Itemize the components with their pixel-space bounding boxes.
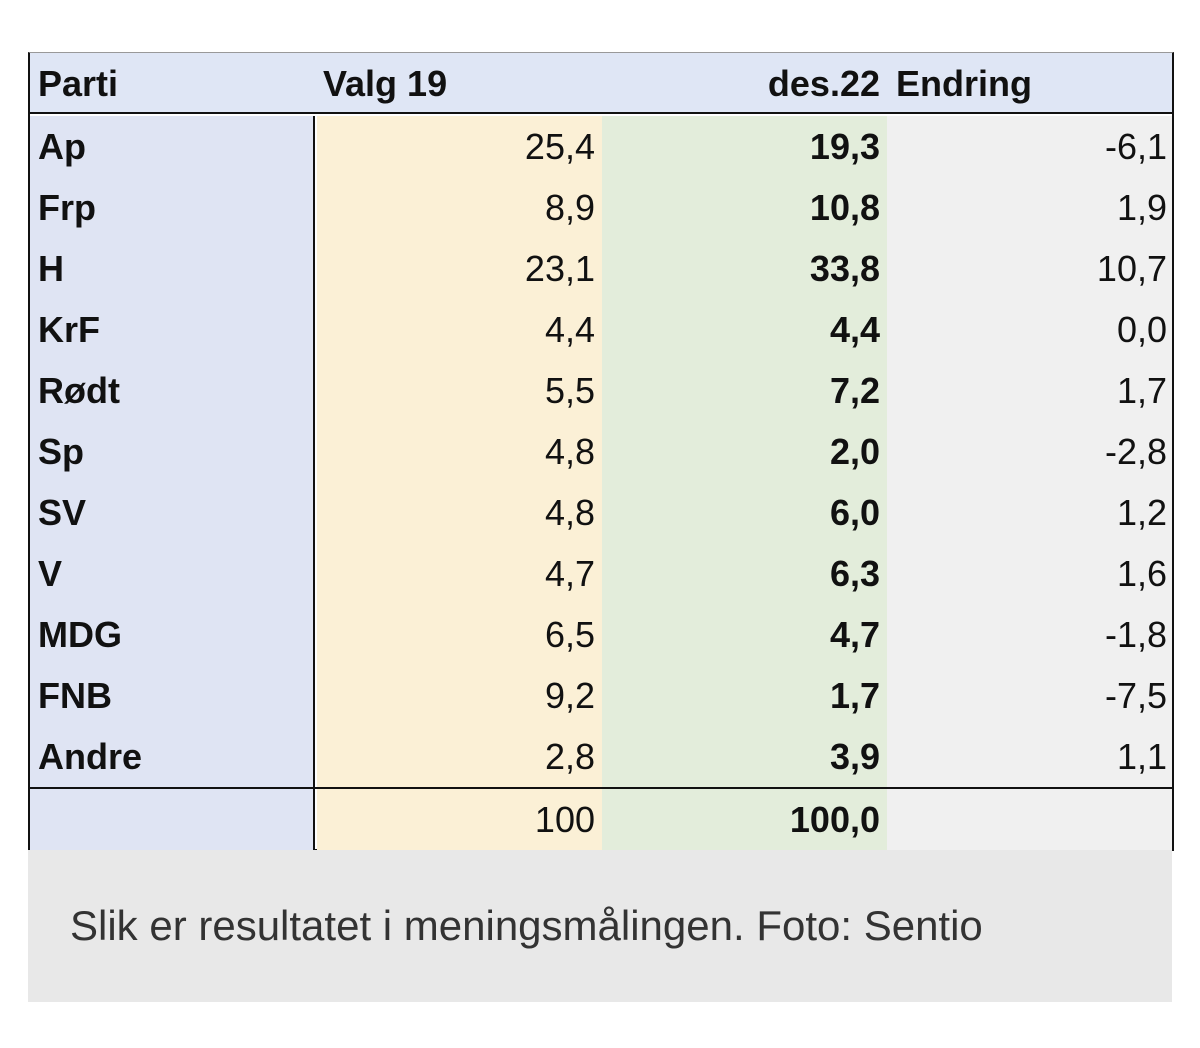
value-cell: 3,9: [829, 736, 880, 777]
party-name: Ap: [38, 126, 86, 167]
party-name: KrF: [38, 309, 100, 350]
change-cell: -2,8: [1104, 431, 1167, 472]
col-bg: [602, 116, 887, 850]
party-name: Sp: [38, 431, 85, 472]
value-cell: 2,8: [544, 736, 595, 777]
value-cell: 4,7: [829, 614, 880, 655]
value-cell: 25,4: [524, 126, 595, 167]
value-cell: 2,0: [829, 431, 880, 472]
value-cell: 7,2: [829, 370, 880, 411]
change-cell: -6,1: [1104, 126, 1167, 167]
value-cell: 6,5: [544, 614, 595, 655]
value-cell: 33,8: [809, 248, 880, 289]
value-cell: 19,3: [809, 126, 880, 167]
change-cell: 0,0: [1116, 309, 1167, 350]
value-cell: 4,4: [829, 309, 880, 350]
value-cell: 4,8: [544, 431, 595, 472]
value-cell: 4,4: [544, 309, 595, 350]
col-bg: [30, 116, 315, 850]
caption: Slik er resultatet i meningsmålingen. Fo…: [70, 902, 983, 949]
value-cell: 9,2: [544, 675, 595, 716]
results-table: Parti Valg 19 des.22 Endring Ap 25,4 19,3 -…: [28, 52, 1174, 851]
value-cell: 5,5: [544, 370, 595, 411]
col-bg: [887, 116, 1172, 850]
party-name: FNB: [38, 675, 112, 716]
header-cell: Endring: [896, 63, 1032, 104]
party-name: H: [38, 248, 64, 289]
value-cell: 4,8: [544, 492, 595, 533]
party-name: Rødt: [38, 370, 120, 411]
party-name: SV: [38, 492, 87, 533]
change-cell: 1,2: [1116, 492, 1167, 533]
change-cell: 1,6: [1116, 553, 1167, 594]
total-divider: [30, 787, 1172, 789]
col-bg: [317, 116, 602, 850]
change-cell: 1,1: [1116, 736, 1167, 777]
value-cell: 23,1: [524, 248, 595, 289]
value-cell: 10,8: [809, 187, 880, 228]
party-name: Andre: [38, 736, 143, 777]
value-cell: 6,3: [829, 553, 880, 594]
caption-box: Slik er resultatet i meningsmålingen. Fo…: [28, 850, 1172, 1002]
value-cell: 6,0: [829, 492, 880, 533]
total-cell: 100: [534, 799, 595, 840]
change-cell: -7,5: [1104, 675, 1167, 716]
party-name: MDG: [38, 614, 122, 655]
header-cell: des.22: [767, 63, 880, 104]
value-cell: 1,7: [829, 675, 880, 716]
change-cell: 10,7: [1096, 248, 1167, 289]
header-cell: Parti: [38, 63, 119, 104]
party-name: V: [38, 553, 63, 594]
header-row: [30, 53, 1172, 114]
change-cell: 1,9: [1116, 187, 1167, 228]
change-cell: 1,7: [1116, 370, 1167, 411]
value-cell: 4,7: [544, 553, 595, 594]
change-cell: -1,8: [1104, 614, 1167, 655]
value-cell: 8,9: [544, 187, 595, 228]
header-cell: Valg 19: [323, 63, 448, 104]
total-cell: 100,0: [789, 799, 880, 840]
party-name: Frp: [38, 187, 96, 228]
